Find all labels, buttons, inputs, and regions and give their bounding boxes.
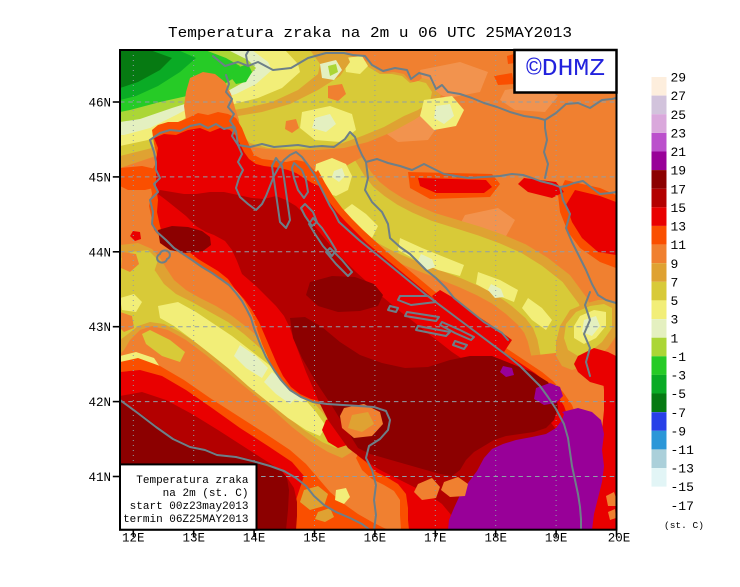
svg-text:17: 17 — [671, 182, 687, 197]
svg-text:19: 19 — [671, 164, 687, 179]
svg-text:15E: 15E — [303, 532, 326, 546]
svg-text:-1: -1 — [671, 350, 687, 365]
svg-text:18E: 18E — [484, 532, 507, 546]
svg-text:27: 27 — [671, 89, 687, 104]
svg-text:na 2m (st. C): na 2m (st. C) — [163, 488, 249, 500]
svg-text:11: 11 — [671, 238, 687, 253]
svg-text:1: 1 — [671, 331, 679, 346]
svg-text:(st. C): (st. C) — [664, 520, 704, 531]
svg-text:©DHMZ: ©DHMZ — [526, 56, 605, 83]
svg-text:42N: 42N — [88, 396, 111, 410]
svg-text:16E: 16E — [364, 532, 387, 546]
svg-text:Temperatura zraka: Temperatura zraka — [136, 475, 249, 487]
svg-text:14E: 14E — [243, 532, 266, 546]
svg-text:-7: -7 — [671, 406, 687, 421]
svg-text:-9: -9 — [671, 424, 687, 439]
svg-text:3: 3 — [671, 313, 679, 328]
svg-text:44N: 44N — [88, 246, 111, 260]
svg-text:25: 25 — [671, 108, 687, 123]
svg-text:-11: -11 — [671, 443, 695, 458]
svg-text:19E: 19E — [545, 532, 568, 546]
svg-text:23: 23 — [671, 127, 687, 142]
svg-text:12E: 12E — [122, 532, 145, 546]
svg-text:20E: 20E — [608, 532, 631, 546]
svg-text:29: 29 — [671, 71, 687, 86]
svg-text:5: 5 — [671, 294, 679, 309]
svg-text:-3: -3 — [671, 369, 687, 384]
svg-text:45N: 45N — [88, 171, 111, 185]
svg-text:-15: -15 — [671, 480, 694, 495]
svg-text:-5: -5 — [671, 387, 687, 402]
svg-text:13E: 13E — [182, 532, 205, 546]
svg-text:-17: -17 — [671, 499, 694, 514]
svg-text:7: 7 — [671, 275, 679, 290]
svg-text:9: 9 — [671, 257, 679, 272]
svg-text:17E: 17E — [424, 532, 447, 546]
svg-text:-13: -13 — [671, 462, 694, 477]
svg-text:13: 13 — [671, 220, 687, 235]
svg-text:46N: 46N — [88, 97, 111, 111]
svg-text:Temperatura zraka na 2m u 06 U: Temperatura zraka na 2m u 06 UTC 25MAY20… — [168, 26, 572, 42]
svg-text:41N: 41N — [88, 471, 111, 485]
svg-text:43N: 43N — [88, 321, 111, 335]
svg-text:15: 15 — [671, 201, 687, 216]
svg-text:termin 06Z25MAY2013: termin 06Z25MAY2013 — [123, 514, 248, 526]
svg-text:start 00z23may2013: start 00z23may2013 — [130, 501, 249, 513]
svg-text:21: 21 — [671, 145, 687, 160]
